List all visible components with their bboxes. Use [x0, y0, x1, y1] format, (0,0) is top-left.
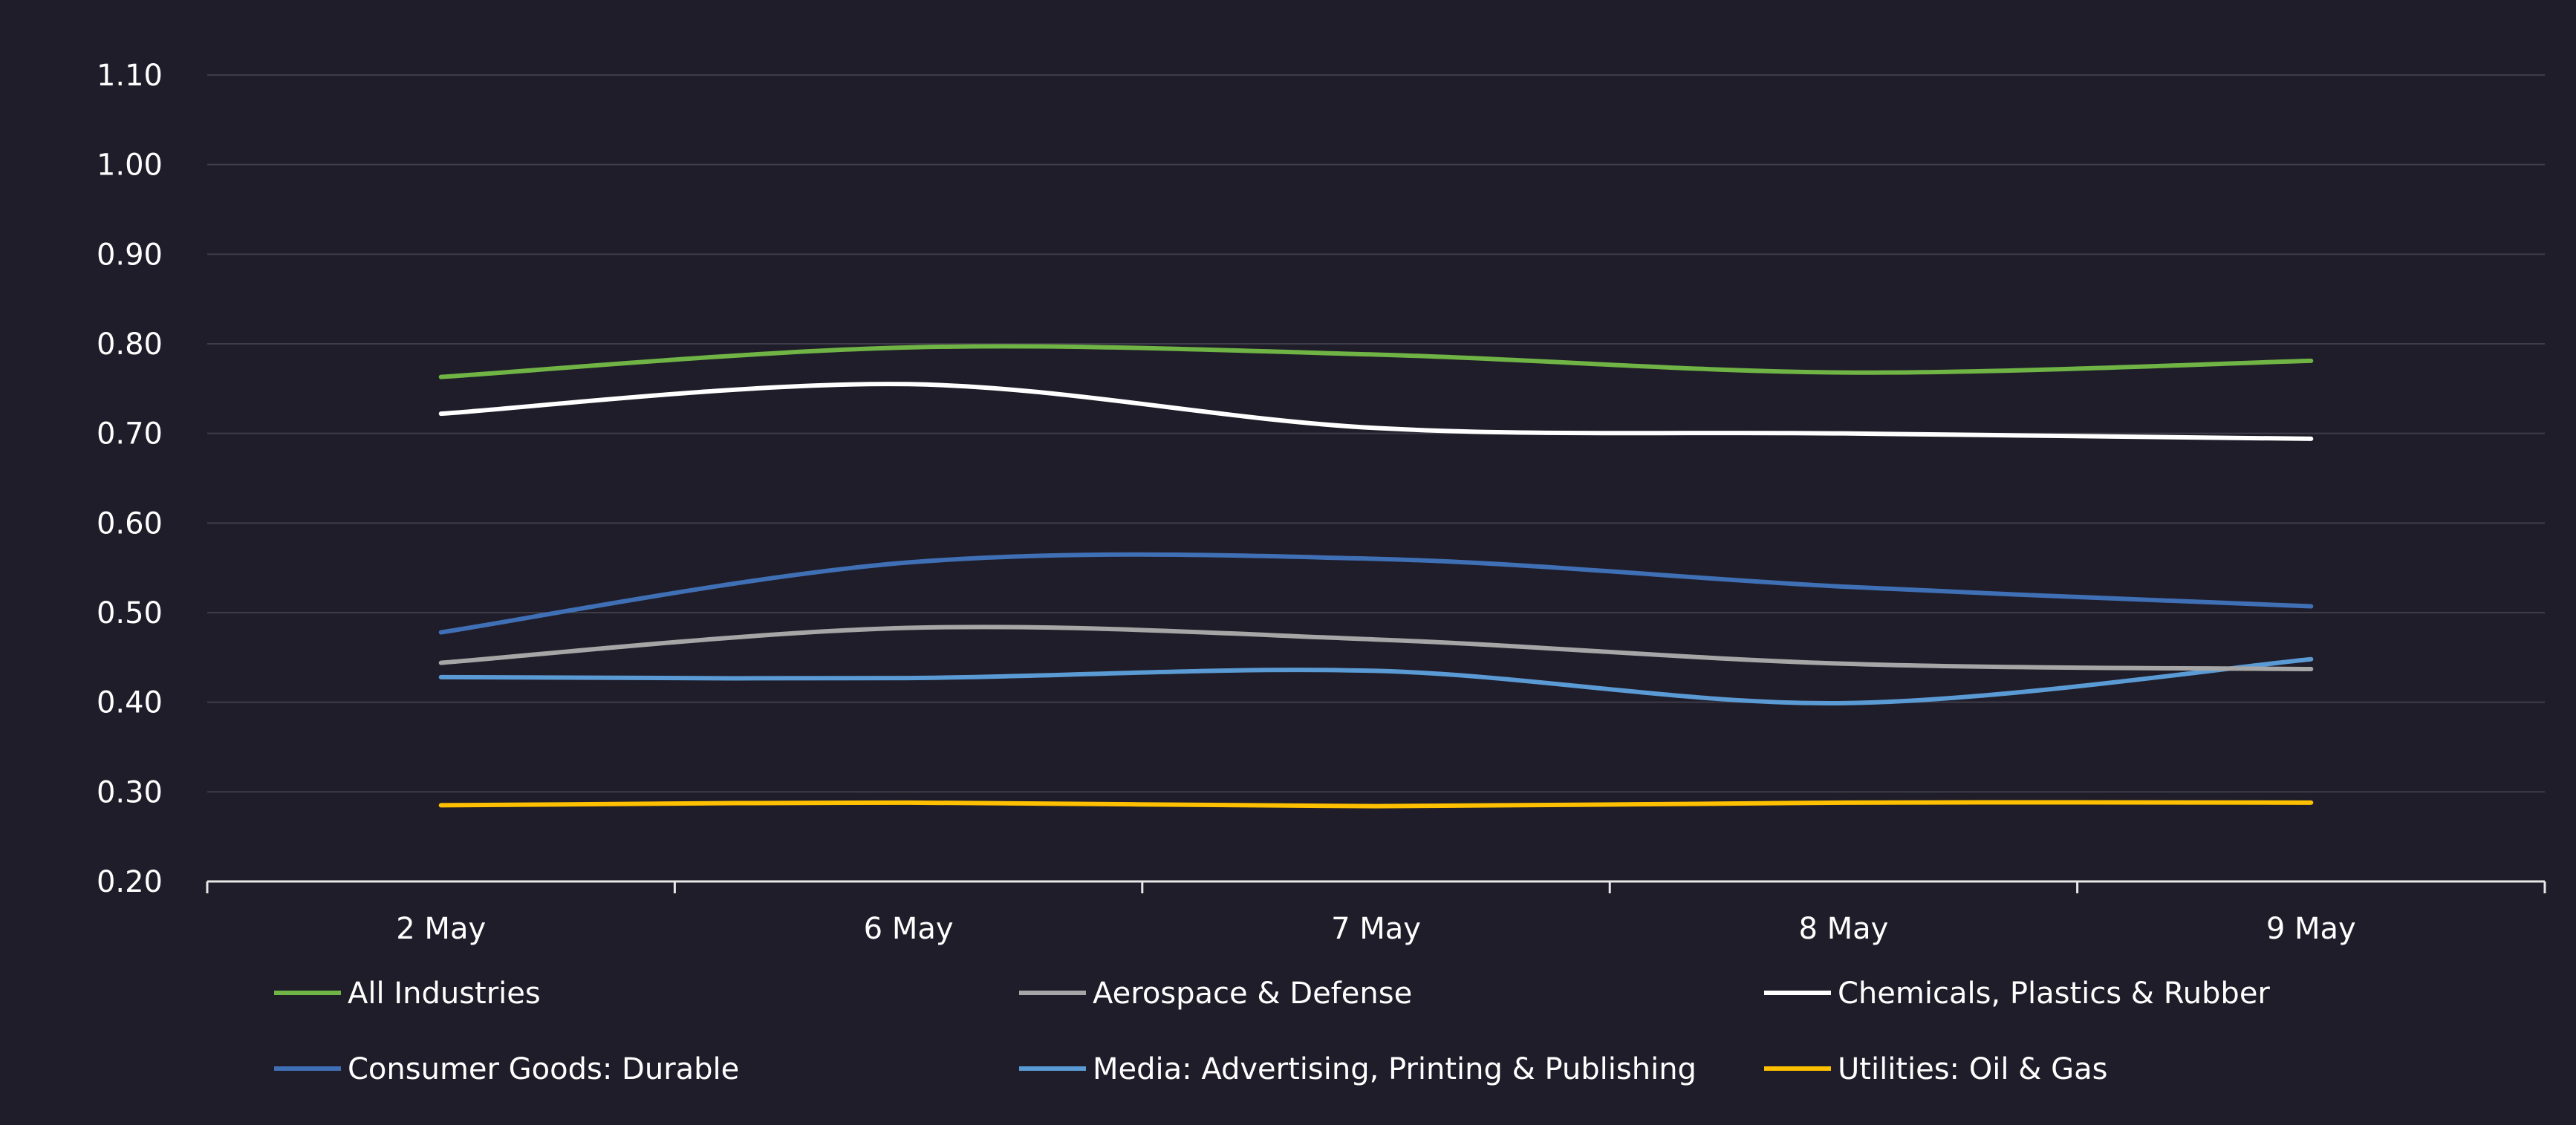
legend-item-utilities-oil-gas: Utilities: Oil & Gas	[1764, 1052, 2107, 1086]
y-tick-label: 0.70	[97, 417, 163, 451]
y-tick-label: 0.40	[97, 686, 163, 720]
legend-label: Chemicals, Plastics & Rubber	[1838, 976, 2270, 1011]
x-tick-label: 9 May	[2266, 912, 2356, 946]
y-tick-label: 0.30	[97, 775, 163, 809]
legend-item-all-industries: All Industries	[274, 976, 541, 1011]
series-line-all-industries	[441, 346, 2312, 376]
series-line-chemicals-plastics-rubber	[441, 384, 2312, 439]
legend-item-aerospace-defense: Aerospace & Defense	[1019, 976, 1412, 1011]
series-line-utilities-oil-gas	[441, 802, 2312, 806]
y-tick-label: 0.60	[97, 506, 163, 541]
y-tick-label: 1.10	[97, 59, 163, 93]
y-tick-label: 0.20	[97, 865, 163, 899]
legend-label: Consumer Goods: Durable	[348, 1052, 739, 1086]
series-line-aerospace-defense	[441, 627, 2312, 669]
legend-item-consumer-goods-durable: Consumer Goods: Durable	[274, 1052, 739, 1086]
legend-item-media-advertising-printing-publishing: Media: Advertising, Printing & Publishin…	[1019, 1052, 1697, 1086]
y-axis: 0.20 0.30 0.40 0.50 0.60 0.70 0.80 0.90 1.00 1.10	[97, 59, 163, 899]
x-tick-label: 8 May	[1798, 912, 1888, 946]
legend-label: Aerospace & Defense	[1093, 976, 1412, 1011]
x-tick-label: 6 May	[864, 912, 954, 946]
x-tick-label: 2 May	[396, 912, 486, 946]
series-line-consumer-goods-durable	[441, 555, 2312, 633]
legend: All Industries Aerospace & Defense Chemica…	[274, 976, 2270, 1086]
y-tick-label: 0.80	[97, 327, 163, 362]
legend-label: All Industries	[348, 976, 541, 1011]
gridlines	[207, 75, 2545, 792]
x-axis: 2 May 6 May 7 May 8 May 9 May	[207, 881, 2545, 946]
y-tick-label: 0.90	[97, 238, 163, 272]
series-lines	[441, 346, 2312, 806]
y-tick-label: 1.00	[97, 149, 163, 183]
legend-item-chemicals-plastics-rubber: Chemicals, Plastics & Rubber	[1764, 976, 2270, 1011]
legend-label: Media: Advertising, Printing & Publishin…	[1093, 1052, 1697, 1086]
y-tick-label: 0.50	[97, 596, 163, 630]
legend-label: Utilities: Oil & Gas	[1838, 1052, 2107, 1086]
x-tick-label: 7 May	[1331, 912, 1421, 946]
